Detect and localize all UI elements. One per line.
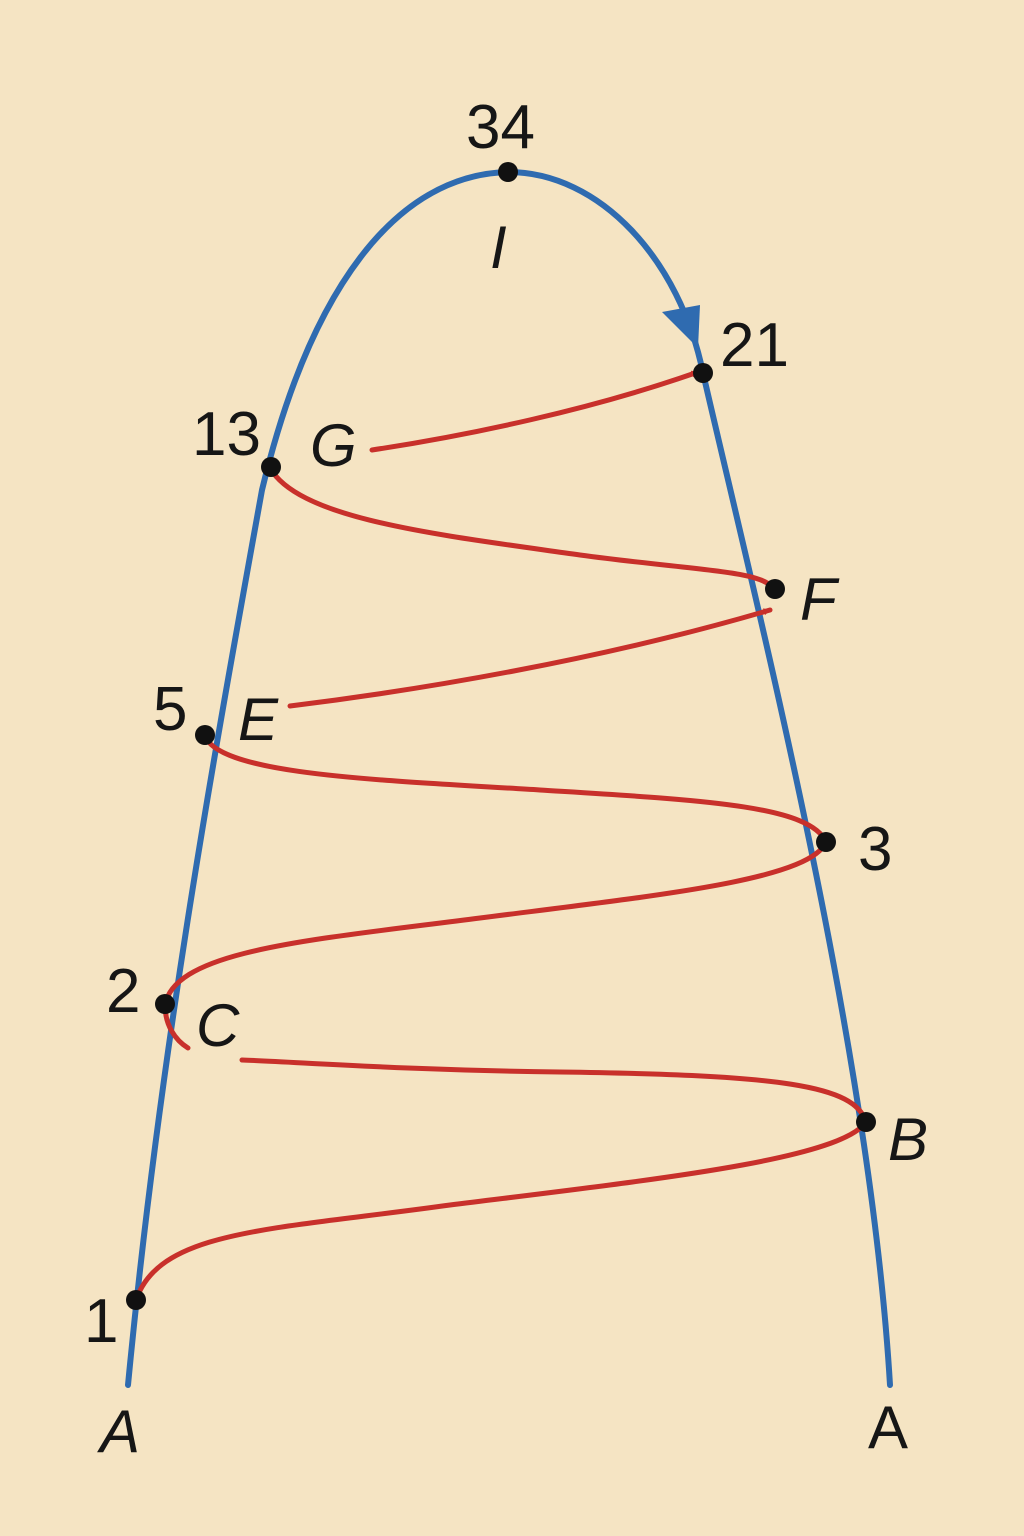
label-A-right: A xyxy=(868,1394,908,1461)
label-5: 5 xyxy=(153,675,187,744)
label-B: B xyxy=(888,1106,928,1173)
label-2: 2 xyxy=(106,957,140,1026)
label-G: G xyxy=(310,412,357,479)
point-3 xyxy=(816,832,836,852)
path-B-to-C xyxy=(239,1057,869,1125)
label-I: I xyxy=(490,214,507,281)
label-1: 1 xyxy=(84,1287,118,1356)
path-2-to-3 xyxy=(162,839,829,1008)
point-34 xyxy=(498,162,518,182)
path-F-to-13 xyxy=(267,465,776,591)
point-21 xyxy=(693,363,713,383)
label-34: 34 xyxy=(466,93,535,162)
point-1 xyxy=(126,1290,146,1310)
label-E: E xyxy=(238,686,279,753)
point-F xyxy=(765,579,785,599)
path-3-to-5 xyxy=(202,733,829,845)
label-C: C xyxy=(196,992,240,1059)
point-B xyxy=(856,1112,876,1132)
point-13 xyxy=(261,457,281,477)
label-F: F xyxy=(800,566,840,633)
point-5 xyxy=(195,725,215,745)
label-3: 3 xyxy=(858,815,892,884)
label-21: 21 xyxy=(720,311,789,380)
arrow-G-to-21 xyxy=(369,369,701,453)
label-13: 13 xyxy=(192,400,261,469)
path-1-to-B xyxy=(133,1119,869,1303)
label-A-left: A xyxy=(97,1398,140,1465)
curve-direction-arrow-icon xyxy=(662,305,700,348)
point-2 xyxy=(155,994,175,1014)
arrow-E-to-F xyxy=(287,607,773,709)
